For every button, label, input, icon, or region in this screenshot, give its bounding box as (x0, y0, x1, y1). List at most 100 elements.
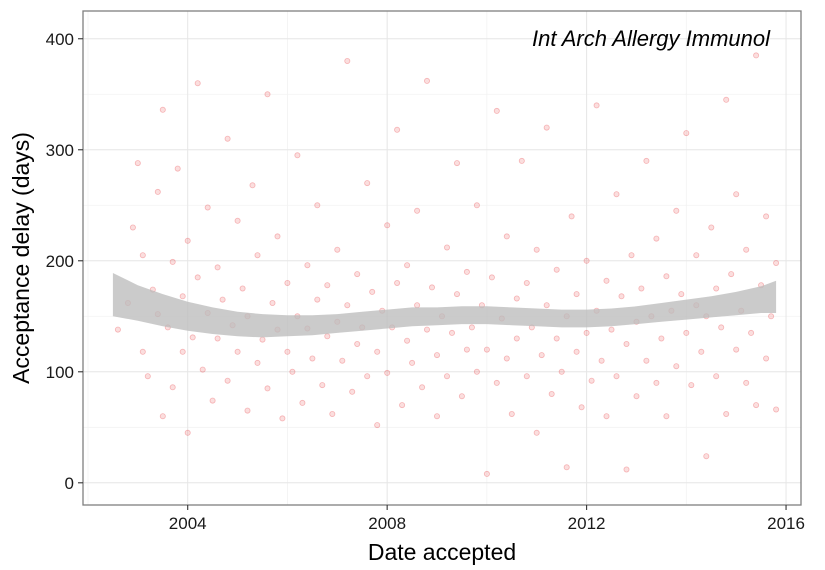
data-point (254, 359, 261, 366)
data-point (493, 107, 500, 114)
data-point (473, 368, 480, 375)
data-point (568, 213, 575, 220)
data-point (453, 160, 460, 167)
x-tick-label: 2008 (368, 514, 406, 533)
data-point (603, 277, 610, 284)
data-point (563, 464, 570, 471)
data-point (663, 413, 670, 420)
data-point (623, 340, 630, 347)
y-tick-label: 300 (46, 141, 74, 160)
data-point (713, 373, 720, 380)
x-tick-label: 2004 (169, 514, 207, 533)
data-point (324, 282, 331, 289)
data-point (618, 293, 625, 300)
data-point (593, 102, 600, 109)
data-point (374, 422, 381, 429)
y-tick-label: 200 (46, 252, 74, 271)
data-point (773, 406, 780, 413)
data-point (289, 368, 296, 375)
data-point (743, 246, 750, 253)
data-point (209, 397, 216, 404)
data-point (134, 160, 141, 167)
y-tick-label: 400 (46, 30, 74, 49)
data-point (493, 379, 500, 386)
data-point (384, 369, 391, 376)
data-point (658, 335, 665, 342)
data-point (608, 326, 615, 333)
data-point (653, 235, 660, 242)
data-point (683, 130, 690, 137)
data-point (364, 373, 371, 380)
data-point (284, 279, 291, 286)
data-point (234, 217, 241, 224)
x-tick-label: 2016 (767, 514, 805, 533)
data-point (334, 246, 341, 253)
data-point (354, 271, 361, 278)
data-point (723, 96, 730, 103)
data-point (523, 373, 530, 380)
data-point (404, 337, 411, 344)
data-point (518, 157, 525, 164)
data-point (708, 224, 715, 231)
data-point (763, 213, 770, 220)
journal-annotation: Int Arch Allergy Immunol (532, 26, 771, 51)
data-point (533, 246, 540, 253)
data-point (309, 355, 316, 362)
data-point (169, 384, 176, 391)
data-point (259, 336, 266, 343)
data-point (428, 284, 435, 291)
data-point (159, 106, 166, 113)
data-point (234, 348, 241, 355)
data-point (254, 252, 261, 259)
data-point (453, 291, 460, 298)
confidence-band (112, 273, 777, 338)
data-point (483, 470, 490, 477)
data-point (508, 410, 515, 417)
data-point (274, 233, 281, 240)
axes: 0 100 200 300 400 2004 2008 2012 2016 (46, 30, 805, 533)
data-point (473, 202, 480, 209)
data-point (633, 393, 640, 400)
data-point (613, 373, 620, 380)
data-point (299, 399, 306, 406)
data-point (219, 296, 226, 303)
data-point (179, 348, 186, 355)
data-point (159, 413, 166, 420)
data-point (443, 244, 450, 251)
data-point (244, 407, 251, 414)
data-point (448, 329, 455, 336)
data-point (613, 191, 620, 198)
data-point (638, 285, 645, 292)
data-point (194, 80, 201, 87)
gridlines (83, 11, 801, 505)
data-point (503, 233, 510, 240)
data-point (279, 415, 286, 422)
data-point (179, 293, 186, 300)
data-point (538, 352, 545, 359)
data-point (284, 348, 291, 355)
data-point (184, 237, 191, 244)
data-point (369, 288, 376, 295)
data-point (264, 385, 271, 392)
data-point (723, 410, 730, 417)
data-point (314, 202, 321, 209)
data-point (643, 357, 650, 364)
y-axis-title: Acceptance delay (days) (8, 132, 34, 384)
data-point (249, 182, 256, 189)
data-point (488, 274, 495, 281)
data-point (553, 266, 560, 273)
x-tick-label: 2012 (568, 514, 606, 533)
data-point (344, 58, 351, 65)
data-point (144, 373, 151, 380)
data-point (364, 180, 371, 187)
data-point (414, 207, 421, 214)
data-point (768, 313, 775, 320)
data-point (653, 379, 660, 386)
data-point (114, 326, 121, 333)
data-point (339, 357, 346, 364)
data-point (329, 410, 336, 417)
data-point (214, 335, 221, 342)
data-point (718, 324, 725, 331)
data-point (763, 355, 770, 362)
